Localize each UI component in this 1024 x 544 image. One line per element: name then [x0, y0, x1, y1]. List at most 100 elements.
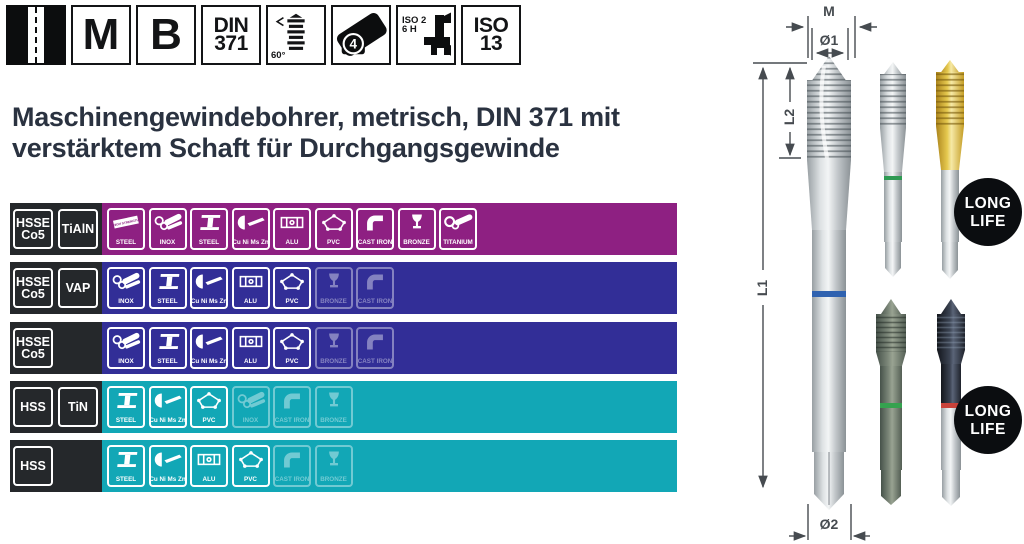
material-copper-alloys: Cu Ni Ms Zn — [231, 208, 270, 250]
material-row-hsse-co5: HSSE Co5 INOX STEEL Cu Ni Ms Zn ALU PVC B… — [10, 322, 677, 374]
long-life-line1: LONG — [965, 195, 1012, 212]
material-copper-alloys: Cu Ni Ms Zn — [190, 267, 228, 309]
iso13-label: ISO 13 — [473, 14, 509, 55]
pvc-icon — [320, 213, 347, 232]
pvc-icon — [279, 272, 305, 291]
material-aluminium: ALU — [190, 445, 228, 487]
material-grade-badge: HSS — [13, 446, 53, 486]
material-pvc: PVC — [314, 208, 353, 250]
dim-label-d2: Ø2 — [820, 516, 839, 532]
bronze-icon — [411, 214, 422, 229]
aluminium-icon — [239, 275, 262, 288]
page-title-line1: Maschinengewindebohrer, metrisch, DIN 37… — [12, 102, 620, 132]
material-grade-badge: HSSE Co5 — [13, 209, 53, 249]
steel-icon — [117, 393, 138, 408]
bronze-icon — [328, 273, 339, 288]
tap-variant-green-ring — [880, 62, 906, 277]
tap-main-image — [807, 56, 851, 510]
badge-tolerance-iso2-6h: ISO 2 6 H — [396, 5, 456, 65]
material-aluminium: ALU — [231, 267, 270, 309]
material-cast-iron-faded: CAST IRON — [356, 327, 394, 369]
material-aluminium: ALU — [231, 327, 270, 369]
material-copper-alloys: Cu Ni Ms Zn — [148, 386, 187, 428]
cast-iron-icon — [367, 215, 383, 231]
tap-variant-vap — [876, 299, 906, 505]
row-left-panel: HSSE Co5 TiAlN — [10, 203, 102, 255]
tolerance-label: ISO 2 6 H — [402, 15, 427, 35]
cast-iron-icon — [367, 274, 383, 290]
page-title: Maschinengewindebohrer, metrisch, DIN 37… — [12, 102, 620, 164]
red-ring — [941, 403, 961, 408]
dim-label-l2: L2 — [781, 109, 797, 126]
material-grade-badge: HSSE Co5 — [13, 268, 53, 308]
steel-icon — [200, 215, 221, 230]
spec-badge-row: M B DIN 371 60° 4 ISO 2 6 — [6, 5, 521, 65]
row-left-panel: HSS — [10, 440, 102, 492]
material-pvc: PVC — [273, 327, 311, 369]
caliper-gauge-icon — [424, 12, 451, 56]
dimension-d2: Ø2 — [789, 504, 870, 541]
coating-badge: VAP — [58, 268, 98, 308]
tap-variant-tin-coated — [936, 60, 964, 279]
long-life-line1: LONG — [965, 403, 1012, 420]
dimension-l1: L1 — [753, 62, 807, 489]
copper-alloys-icon — [237, 215, 265, 230]
badge-metric-thread: M — [71, 5, 131, 65]
dimension-d1: Ø1 — [811, 28, 849, 60]
cast-iron-icon — [284, 393, 300, 409]
inox-icon — [236, 391, 266, 410]
material-steel: STEEL — [148, 327, 187, 369]
material-bronze-faded: BRONZE — [314, 267, 353, 309]
cast-iron-icon — [367, 334, 383, 350]
material-inox: INOX — [148, 208, 187, 250]
pvc-icon — [196, 391, 222, 410]
material-cast-iron-faded: CAST IRON — [356, 267, 394, 309]
material-copper-alloys: Cu Ni Ms Zn — [148, 445, 187, 487]
bronze-icon — [328, 392, 339, 407]
badge-din-371: DIN 371 — [201, 5, 261, 65]
dim-label-l1: L1 — [754, 280, 770, 297]
material-row-hss: HSS STEEL Cu Ni Ms Zn ALU PVC CAST IRON … — [10, 440, 677, 492]
tap-variant-dark-red-ring — [937, 299, 965, 506]
material-row-hsse-co5-vap: HSSE Co5 VAP INOX STEEL Cu Ni Ms Zn ALU P… — [10, 262, 677, 314]
green-ring — [884, 176, 902, 180]
titanium-icon — [443, 213, 473, 232]
svg-text:HIGH STRENGTH: HIGH STRENGTH — [113, 218, 140, 227]
dimension-l2: L2 — [779, 66, 801, 159]
aluminium-icon — [197, 453, 221, 466]
aluminium-icon — [280, 216, 304, 229]
bronze-icon — [328, 333, 339, 348]
material-pvc: PVC — [273, 267, 311, 309]
technical-drawing: M Ø1 L1 L2 — [753, 3, 1022, 541]
blue-ring — [812, 291, 846, 297]
green-ring — [880, 403, 902, 408]
row-left-panel: HSSE Co5 VAP — [10, 262, 102, 314]
badge-thread-profile: 60° — [266, 5, 326, 65]
square-shank-icon: 4 — [336, 13, 387, 56]
dim-label-d1: Ø1 — [820, 32, 839, 48]
coating-badge: TiAlN — [58, 209, 98, 249]
steel-icon — [158, 274, 179, 289]
material-bronze-faded: BRONZE — [314, 445, 353, 487]
pvc-icon — [237, 450, 264, 469]
cast-iron-icon — [284, 452, 300, 468]
material-inox: INOX — [107, 267, 145, 309]
material-cast-iron-faded: CAST IRON — [273, 445, 311, 487]
copper-alloys-icon — [154, 393, 182, 408]
pvc-icon — [279, 332, 305, 351]
copper-alloys-icon — [195, 334, 223, 349]
material-bronze: BRONZE — [397, 208, 436, 250]
page-title-line2: verstärktem Schaft für Durchgangsgewinde — [12, 133, 560, 163]
material-cast-iron: CAST IRON — [356, 208, 394, 250]
material-steel-high-strength: HIGH STRENGTH STEEL — [107, 208, 145, 250]
material-bronze-faded: BRONZE — [314, 327, 353, 369]
row-left-panel: HSSE Co5 — [10, 322, 102, 374]
badge-square-shank: 4 — [331, 5, 391, 65]
steel-icon — [158, 334, 179, 349]
inox-icon — [111, 332, 141, 351]
material-pvc: PVC — [190, 386, 228, 428]
material-row-hsse-co5-tialn: HSSE Co5 TiAlN HIGH STRENGTH STEEL INOX S… — [10, 203, 677, 255]
material-inox-faded: INOX — [231, 386, 270, 428]
application-band: INOX STEEL Cu Ni Ms Zn ALU PVC BRONZE CA… — [102, 322, 677, 374]
material-row-hss-tin: HSS TiN STEEL Cu Ni Ms Zn PVC INOX CAST … — [10, 381, 677, 433]
